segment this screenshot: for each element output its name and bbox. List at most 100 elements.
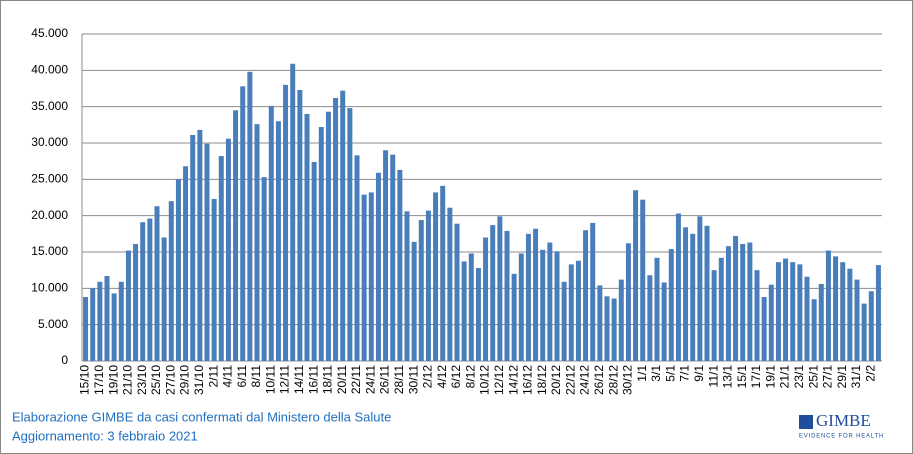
bar	[697, 216, 703, 361]
footer-update: Aggiornamento: 3 febbraio 2021	[12, 428, 198, 443]
x-tick-label: 30/11	[406, 365, 420, 394]
bar	[647, 275, 653, 361]
x-tick-label: 2/2	[863, 365, 877, 382]
bar	[718, 257, 724, 361]
x-tick-label: 23/10	[135, 365, 149, 395]
x-tick-label: 28/11	[392, 365, 406, 394]
x-tick-label: 15/1	[735, 365, 749, 389]
x-tick-label: 20/12	[549, 365, 563, 395]
bar	[568, 264, 574, 361]
x-tick-label: 5/1	[663, 365, 677, 382]
bar	[654, 257, 660, 361]
x-tick-label: 13/1	[721, 365, 735, 389]
x-tick-label: 21/1	[778, 365, 792, 389]
bar	[240, 86, 246, 361]
bar	[575, 260, 581, 361]
x-tick-label: 22/11	[349, 365, 363, 394]
x-tick-label: 18/11	[321, 365, 335, 394]
bar	[754, 270, 760, 361]
y-tick-label: 25.000	[31, 172, 68, 186]
bar	[211, 198, 217, 361]
bar	[133, 244, 139, 361]
bar	[790, 262, 796, 361]
x-tick-label: 30/12	[621, 365, 635, 395]
bar	[518, 253, 524, 361]
bar	[197, 129, 203, 361]
bar	[268, 105, 274, 361]
bar	[468, 253, 474, 361]
bar	[675, 213, 681, 361]
x-tick-label: 19/10	[106, 365, 120, 395]
y-tick-label: 35.000	[31, 99, 68, 113]
x-tick-label: 6/12	[449, 365, 463, 389]
bar	[490, 225, 496, 361]
bar	[504, 230, 510, 361]
bar	[183, 166, 189, 361]
bar	[811, 299, 817, 361]
x-tick-label: 7/1	[678, 365, 692, 382]
bar	[261, 177, 267, 361]
bar	[768, 284, 774, 361]
x-tick-label: 3/1	[649, 365, 663, 382]
y-tick-label: 40.000	[31, 63, 68, 77]
logo-icon	[799, 415, 813, 429]
y-tick-label: 30.000	[31, 135, 68, 149]
bar	[104, 275, 110, 361]
y-tick-label: 20.000	[31, 208, 68, 222]
x-tick-label: 12/12	[492, 365, 506, 395]
x-tick-label: 15/10	[78, 365, 92, 395]
x-tick-label: 24/11	[363, 365, 377, 394]
x-tick-label: 4/11	[221, 365, 235, 388]
bar	[640, 199, 646, 361]
bar	[275, 121, 281, 361]
x-tick-label: 29/1	[835, 365, 849, 389]
x-tick-label: 10/12	[478, 365, 492, 395]
bar	[475, 267, 481, 361]
bar	[497, 216, 503, 361]
x-tick-label: 21/10	[121, 365, 135, 395]
bar	[833, 256, 839, 361]
bar	[761, 297, 767, 361]
bar	[597, 285, 603, 361]
x-tick-label: 28/12	[606, 365, 620, 395]
bar	[433, 192, 439, 361]
x-tick-label: 23/1	[792, 365, 806, 389]
bar	[661, 282, 667, 361]
x-tick-label: 27/1	[821, 365, 835, 389]
x-tick-label: 11/1	[706, 365, 720, 388]
bar	[190, 135, 196, 361]
x-tick-label: 25/10	[149, 365, 163, 395]
x-tick-label: 14/12	[506, 365, 520, 395]
bar	[840, 262, 846, 361]
bar	[483, 237, 489, 361]
x-tick-label: 29/10	[178, 365, 192, 395]
bar	[318, 127, 324, 361]
x-tick-label: 8/11	[249, 365, 263, 388]
bar	[868, 291, 874, 361]
bar	[783, 258, 789, 361]
x-tick-label: 19/1	[763, 365, 777, 389]
bar	[118, 281, 124, 361]
bar	[418, 220, 424, 361]
footer-source: Elaborazione GIMBE da casi confermati da…	[12, 409, 391, 424]
bar	[311, 161, 317, 361]
x-tick-label: 1/1	[635, 365, 649, 382]
logo: GIMBE EVIDENCE FOR HEALTH	[799, 411, 883, 440]
y-tick-label: 0	[61, 353, 68, 367]
bar	[604, 296, 610, 361]
x-tick-label: 22/12	[563, 365, 577, 395]
bar	[304, 113, 310, 361]
bar	[204, 143, 210, 361]
bar	[611, 298, 617, 361]
bar	[347, 108, 353, 362]
x-tick-label: 24/12	[578, 365, 592, 395]
bar	[90, 288, 96, 361]
bar	[618, 279, 624, 361]
bar	[725, 246, 731, 361]
x-tick-label: 14/11	[292, 365, 306, 394]
bar	[775, 262, 781, 361]
bar	[711, 270, 717, 361]
y-tick-label: 5.000	[38, 317, 68, 331]
bar	[633, 190, 639, 361]
y-tick-label: 15.000	[31, 244, 68, 258]
